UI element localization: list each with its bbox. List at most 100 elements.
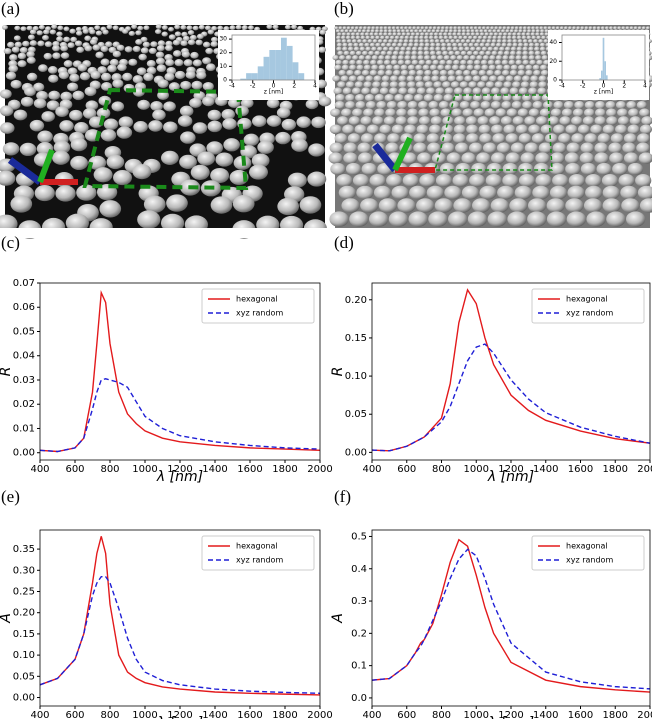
sphere [490,26,495,30]
sphere [166,194,188,212]
sphere [397,198,416,213]
sphere [516,32,522,36]
sphere [482,35,488,40]
sphere [535,152,550,164]
sphere [482,55,490,61]
sphere [444,185,462,200]
sphere [464,75,473,82]
sphere [251,153,270,168]
sphere [356,64,364,71]
sphere [360,35,366,40]
sphere [207,120,223,133]
y-tick-label: 0.10 [345,371,367,382]
sphere [470,100,481,110]
sphere [424,32,430,36]
sphere [474,29,480,33]
sphere [501,42,507,48]
sphere [512,42,518,48]
sphere [502,32,508,36]
sphere [397,55,405,61]
sphere [549,162,565,176]
sphere [529,81,539,89]
sphere [375,42,381,48]
sphere [459,100,470,110]
overlay-b [372,94,553,173]
x-tick-label: 2000 [637,710,652,719]
sphere [355,100,366,110]
line [39,575,321,694]
sphere [308,143,325,157]
sphere [17,52,27,60]
sphere [181,31,188,37]
sphere [335,93,345,102]
x-tick-label: 800 [100,710,119,719]
sphere [202,81,214,91]
sphere [113,169,132,186]
sphere [146,59,156,68]
sphere [434,39,440,44]
sphere [60,45,69,52]
sphere [500,29,506,33]
sphere [484,32,490,36]
sphere [478,69,487,76]
sphere [437,55,444,61]
sphere [566,142,581,154]
sphere [329,108,341,117]
sphere [370,87,380,95]
sphere [418,100,429,110]
sphere [8,64,19,73]
sphere [142,41,151,48]
sphere [26,56,36,64]
sphere [63,60,73,68]
sphere [368,50,375,56]
sphere [356,185,374,200]
sphere [489,75,498,82]
x-tick-label: 1400 [533,710,558,719]
sphere [487,59,495,66]
sphere [510,64,518,71]
sphere [74,40,83,47]
sphere [539,46,546,52]
sphere [606,211,626,227]
sphere [385,108,396,117]
sphere [33,98,47,109]
histogram-bar [240,78,247,80]
sphere [96,107,111,119]
sphere [413,93,424,102]
sphere [59,120,74,132]
sphere [393,39,399,44]
sphere [424,26,429,30]
y-tick-label: 0.0 [351,693,367,704]
sphere [479,32,485,36]
sphere [544,133,558,144]
sphere [52,150,70,165]
sphere [584,133,598,144]
sphere [360,116,372,126]
sphere [494,69,502,76]
sphere [527,198,547,213]
sphere [549,185,568,200]
sphere [89,29,96,35]
sphere [165,58,175,67]
sphere [527,39,533,44]
sphere [623,152,639,164]
sphere [363,81,372,89]
sphere [275,131,291,145]
sphere [404,26,409,30]
sphere [409,35,415,40]
y-tick-label: 0.30 [13,565,35,576]
sphere [522,59,530,66]
sphere [60,52,70,59]
sphere [438,32,443,36]
sphere [457,42,463,48]
sphere [364,42,370,48]
sphere [52,45,60,52]
sphere [291,138,308,152]
y-tick-label: 0 [553,77,557,84]
sphere [383,29,388,33]
sphere [453,87,463,95]
sphere [440,26,445,30]
sphere [371,55,379,61]
sphere [248,25,255,31]
sphere [100,45,109,53]
